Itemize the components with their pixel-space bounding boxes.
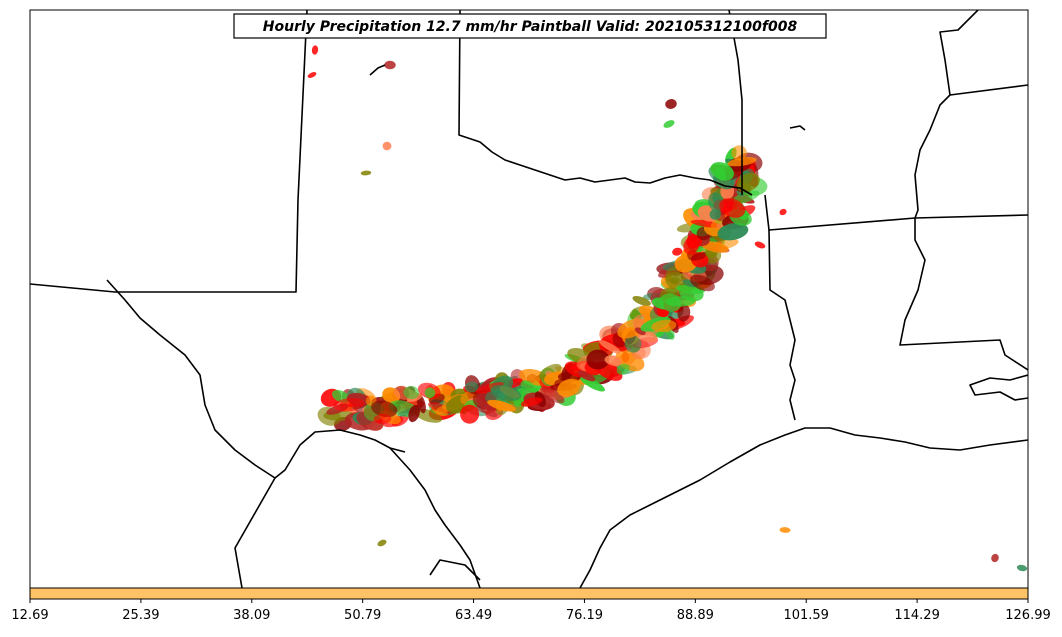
paintball-blob	[540, 386, 565, 404]
gulf-coastline	[579, 427, 1028, 588]
mexico-state-border-3	[429, 559, 481, 581]
paintball-blob	[464, 381, 479, 393]
paintball-blob	[495, 400, 505, 412]
paintball-blob	[991, 553, 999, 563]
map-frame	[29, 9, 1029, 589]
paintball-blob	[371, 400, 398, 418]
paintball-blob	[480, 407, 498, 418]
boundary-lines	[30, 10, 1028, 588]
paintball-blob	[624, 335, 642, 353]
colorbar-tick-label: 76.19	[566, 608, 603, 623]
paintball-blob	[709, 209, 721, 220]
paintball-blob	[520, 380, 535, 391]
paintball-blob	[616, 363, 630, 375]
map-content	[30, 10, 1028, 588]
paintball-blob	[677, 304, 691, 322]
paintball-blob	[598, 340, 621, 354]
lake-outline	[369, 64, 386, 76]
paintball-blob	[490, 385, 522, 402]
colorbar-tick-label: 126.99	[1005, 608, 1051, 623]
paintball-blob	[690, 251, 707, 261]
mexico-state-border	[234, 477, 276, 588]
state-border-tn-ms	[949, 84, 1028, 96]
state-border-nm	[30, 10, 308, 293]
paintball-blob	[373, 413, 392, 425]
paintball-blob	[382, 141, 392, 151]
texas-rio-grande-border	[106, 279, 406, 479]
paintball-blob	[701, 241, 729, 253]
precipitation-paintball-layer	[307, 17, 1028, 572]
paintball-blob	[663, 120, 675, 128]
title-background	[233, 13, 827, 39]
paintball-blob	[731, 145, 747, 161]
colorbar-tick-label: 50.79	[344, 608, 381, 623]
paintball-blob	[651, 319, 677, 333]
paintball-blob	[377, 539, 387, 547]
state-border-tx-la	[768, 229, 796, 421]
paintball-blob	[384, 60, 396, 70]
paintball-blob	[460, 404, 480, 424]
paintball-blob	[586, 349, 610, 370]
paintball-blob	[632, 295, 651, 306]
paintball-blob	[333, 398, 365, 412]
paintball-blob	[754, 241, 766, 249]
lake-outline-2	[789, 125, 806, 131]
paintball-blob	[475, 382, 504, 394]
paintball-blob	[408, 404, 420, 423]
paintball-blob	[719, 198, 746, 218]
colorbar-ticks: 12.69 25.39 38.09 50.79 63.49 76.19 88.89 101.5…	[11, 599, 1051, 623]
colorbar-tick-label: 63.49	[455, 608, 492, 623]
paintball-blob	[779, 208, 787, 216]
paintball-blob	[311, 45, 319, 55]
colorbar-tick-label: 101.59	[783, 608, 829, 623]
paintball-blob	[307, 72, 317, 78]
paintball-blob	[360, 170, 372, 176]
colorbar	[29, 587, 1029, 600]
paintball-blob	[683, 237, 699, 255]
paintball-blob	[689, 274, 715, 292]
mississippi-river-border	[899, 10, 1028, 371]
paintball-blob	[604, 355, 622, 366]
red-river-border	[458, 10, 753, 196]
paintball-blob	[403, 385, 420, 400]
paintball-blob	[1016, 564, 1028, 572]
paintball-blob	[717, 223, 749, 241]
paintball-blob	[710, 162, 734, 181]
state-border-ar-la	[764, 194, 1028, 231]
paintball-blob	[580, 376, 605, 392]
colorbar-tick-label: 38.09	[233, 608, 270, 623]
colorbar-tick-label: 25.39	[122, 608, 159, 623]
paintball-blob	[665, 99, 677, 109]
colorbar-tick-label: 88.89	[677, 608, 714, 623]
paintball-blob	[665, 296, 696, 307]
paintball-blob	[520, 397, 543, 407]
paintball-blob	[672, 247, 683, 256]
paintball-blob	[424, 387, 436, 399]
colorbar-tick-label: 114.29	[894, 608, 940, 623]
paintball-blob	[414, 408, 443, 423]
mexico-state-border-2	[389, 447, 481, 588]
coastline-east	[969, 374, 1028, 401]
map-title: Hourly Precipitation 12.7 mm/hr Paintbal…	[263, 19, 798, 35]
paintball-blob	[779, 527, 791, 533]
paintball-blob	[557, 378, 581, 397]
colorbar-tick-label: 12.69	[11, 608, 48, 623]
title-box: Hourly Precipitation 12.7 mm/hr Paintbal…	[233, 13, 827, 39]
paintball-blob	[577, 370, 596, 382]
